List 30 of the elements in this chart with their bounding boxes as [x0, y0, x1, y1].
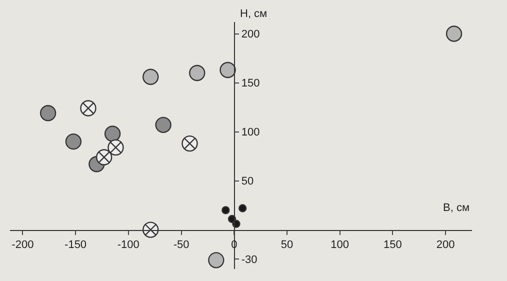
- point: [189, 64, 206, 82]
- point: [104, 126, 121, 142]
- point: [142, 68, 159, 85]
- y-tick-label: 200: [241, 28, 260, 41]
- point: [96, 149, 112, 166]
- point: [222, 206, 230, 214]
- x-tick-label: -100: [117, 238, 140, 251]
- x-tick-label: 50: [280, 238, 294, 251]
- y-tick-label: -30: [241, 254, 258, 266]
- point: [238, 204, 247, 212]
- point: [220, 62, 236, 78]
- x-tick-label: -50: [173, 238, 190, 251]
- point: [108, 139, 124, 156]
- point: [155, 116, 172, 134]
- y-tick-label: 150: [241, 78, 260, 90]
- x-tick-label: 150: [384, 238, 402, 251]
- y-tick-label: 100: [241, 126, 260, 139]
- point: [65, 133, 82, 150]
- y-axis-title: Н, см: [240, 8, 268, 20]
- point: [182, 135, 198, 152]
- x-tick-label: 100: [330, 238, 350, 251]
- point: [446, 26, 462, 42]
- y-tick-label: 50: [241, 176, 254, 188]
- x-axis-title: В, см: [443, 202, 470, 214]
- x-tick-label: 200: [436, 238, 455, 251]
- point: [80, 100, 96, 116]
- x-tick-label: -150: [64, 238, 87, 251]
- point: [40, 105, 56, 122]
- x-tick-label: -200: [12, 238, 34, 251]
- point: [208, 252, 224, 268]
